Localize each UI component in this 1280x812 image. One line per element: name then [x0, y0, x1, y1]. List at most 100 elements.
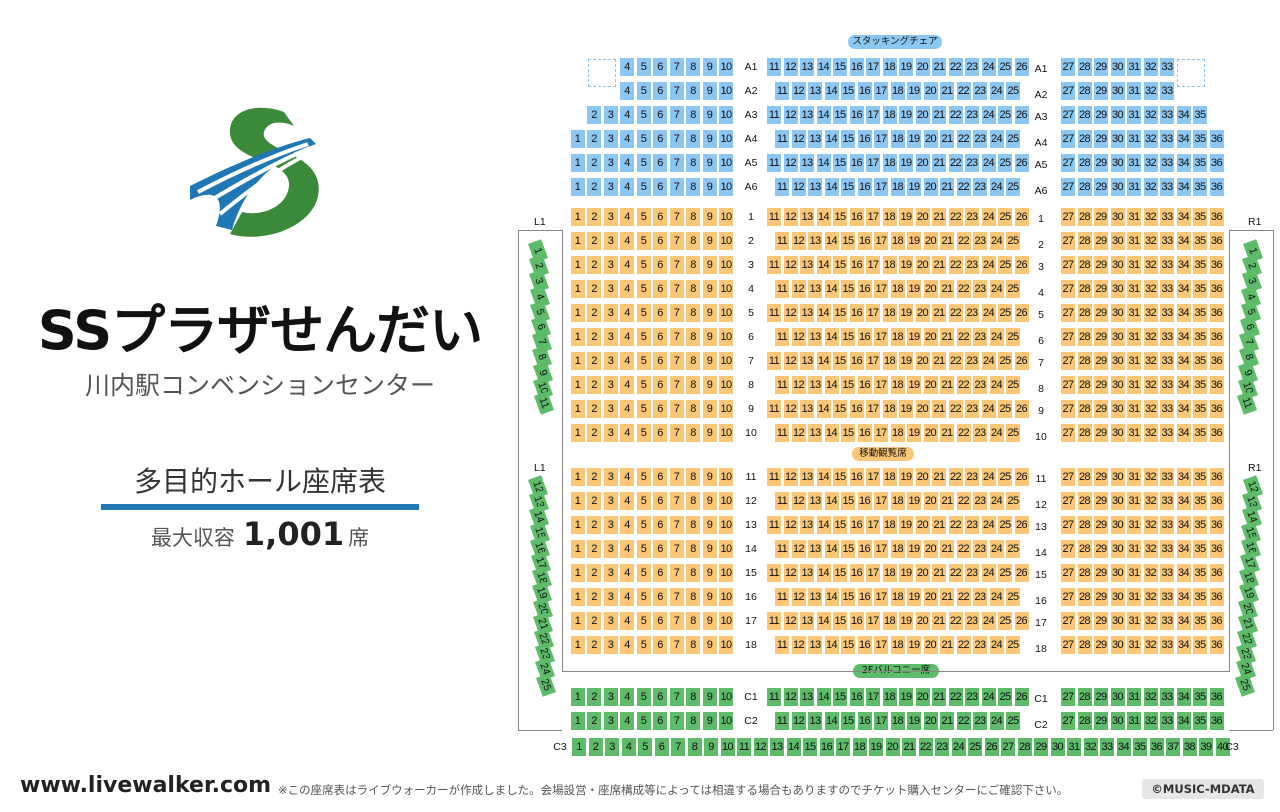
seat[interactable]: 9	[702, 256, 717, 274]
seat[interactable]: 19	[899, 612, 913, 630]
seat[interactable]: 31	[1127, 130, 1141, 148]
seat[interactable]: 20	[923, 376, 938, 394]
seat[interactable]: 25	[1006, 424, 1020, 442]
seat[interactable]: 25	[998, 304, 1012, 322]
seat[interactable]: 22	[956, 424, 971, 442]
seat[interactable]: 21	[932, 106, 946, 124]
seat[interactable]: 6	[653, 154, 667, 172]
seat[interactable]: 13	[800, 208, 814, 226]
seat[interactable]: 11	[775, 492, 789, 510]
seat[interactable]: 8	[686, 400, 700, 418]
seat[interactable]: 5	[636, 424, 651, 442]
seat[interactable]: 30	[1110, 564, 1125, 582]
seat[interactable]: 30	[1110, 304, 1125, 322]
seat[interactable]: 6	[653, 280, 667, 298]
seat[interactable]: 7	[669, 636, 684, 654]
seat[interactable]: 35	[1193, 304, 1207, 322]
seat[interactable]: 21	[940, 376, 954, 394]
seat[interactable]: 34	[1176, 304, 1191, 322]
seat[interactable]: 23	[973, 712, 987, 730]
seat[interactable]: 7	[669, 492, 684, 510]
seat[interactable]: 34	[1176, 424, 1191, 442]
seat[interactable]: 36	[1209, 304, 1224, 322]
seat[interactable]: 9	[702, 564, 717, 582]
seat[interactable]: 13	[808, 328, 822, 346]
seat[interactable]: 18	[882, 400, 897, 418]
seat[interactable]: 30	[1110, 58, 1125, 76]
seat[interactable]: 33	[1160, 130, 1174, 148]
seat[interactable]: 27	[1061, 58, 1075, 76]
seat[interactable]: 25	[998, 564, 1012, 582]
seat[interactable]: 28	[1077, 564, 1092, 582]
seat[interactable]: 7	[669, 564, 684, 582]
seat[interactable]: 18	[852, 738, 867, 756]
seat[interactable]: 6	[653, 492, 667, 510]
seat[interactable]: 25	[998, 516, 1012, 534]
seat[interactable]: 6	[653, 400, 667, 418]
seat[interactable]: 21	[932, 468, 946, 486]
seat[interactable]: 24	[981, 688, 996, 706]
seat[interactable]: 24	[981, 352, 996, 370]
seat[interactable]: 11	[767, 612, 781, 630]
seat[interactable]: 12	[791, 280, 806, 298]
seat[interactable]: 12	[791, 712, 806, 730]
seat[interactable]: 10	[720, 738, 735, 756]
seat[interactable]: 15	[841, 130, 855, 148]
seat[interactable]: 34	[1176, 232, 1191, 250]
seat[interactable]: 34	[1176, 468, 1191, 486]
seat[interactable]: 9	[702, 516, 717, 534]
seat[interactable]: 11	[775, 712, 789, 730]
seat[interactable]: 3	[603, 492, 618, 510]
seat[interactable]: 12	[783, 468, 798, 486]
seat[interactable]: 30	[1110, 688, 1125, 706]
seat[interactable]: 29	[1094, 540, 1108, 558]
seat[interactable]: 1	[570, 588, 585, 606]
seat[interactable]: 16	[849, 612, 864, 630]
seat[interactable]: 6	[653, 612, 667, 630]
seat[interactable]: 26	[1014, 400, 1029, 418]
seat[interactable]: 29	[1094, 130, 1108, 148]
seat[interactable]: 11	[775, 178, 789, 196]
seat[interactable]: 23	[973, 280, 987, 298]
seat[interactable]: 14	[824, 424, 839, 442]
seat[interactable]: 19	[907, 424, 921, 442]
seat[interactable]: 4	[620, 636, 634, 654]
seat[interactable]: 20	[915, 468, 930, 486]
seat[interactable]: 2	[587, 468, 601, 486]
seat[interactable]: 9	[702, 424, 717, 442]
seat[interactable]: 33	[1160, 424, 1174, 442]
seat[interactable]: 18	[882, 58, 897, 76]
seat[interactable]: 6	[653, 106, 667, 124]
seat[interactable]: 11	[767, 58, 781, 76]
seat[interactable]: 34	[1176, 106, 1191, 124]
seat[interactable]: 6	[653, 712, 667, 730]
seat[interactable]: 20	[915, 106, 930, 124]
seat[interactable]: 36	[1209, 424, 1224, 442]
seat[interactable]: 21	[940, 588, 954, 606]
seat[interactable]: 7	[669, 424, 684, 442]
seat[interactable]: 25	[1006, 82, 1020, 100]
seat[interactable]: 29	[1094, 712, 1108, 730]
seat[interactable]: 26	[1014, 304, 1029, 322]
seat[interactable]: 18	[890, 376, 905, 394]
seat[interactable]: 12	[783, 304, 798, 322]
seat[interactable]: 30	[1110, 516, 1125, 534]
seat[interactable]: 17	[866, 564, 880, 582]
seat[interactable]: 2	[587, 178, 601, 196]
seat[interactable]: 15	[833, 516, 847, 534]
seat[interactable]: 36	[1209, 256, 1224, 274]
seat[interactable]: 5	[636, 588, 651, 606]
seat[interactable]: 11	[775, 636, 789, 654]
seat[interactable]: 35	[1193, 564, 1207, 582]
seat[interactable]: 8	[686, 376, 700, 394]
seat[interactable]: 11	[775, 280, 789, 298]
seat[interactable]: 1	[570, 178, 585, 196]
seat[interactable]: 16	[849, 304, 864, 322]
seat[interactable]: 25	[1006, 280, 1020, 298]
seat[interactable]: 36	[1209, 636, 1224, 654]
seat[interactable]: 20	[885, 738, 900, 756]
seat[interactable]: 14	[816, 688, 831, 706]
seat[interactable]: 35	[1193, 492, 1207, 510]
seat[interactable]: 36	[1209, 712, 1224, 730]
seat[interactable]: 13	[800, 256, 814, 274]
